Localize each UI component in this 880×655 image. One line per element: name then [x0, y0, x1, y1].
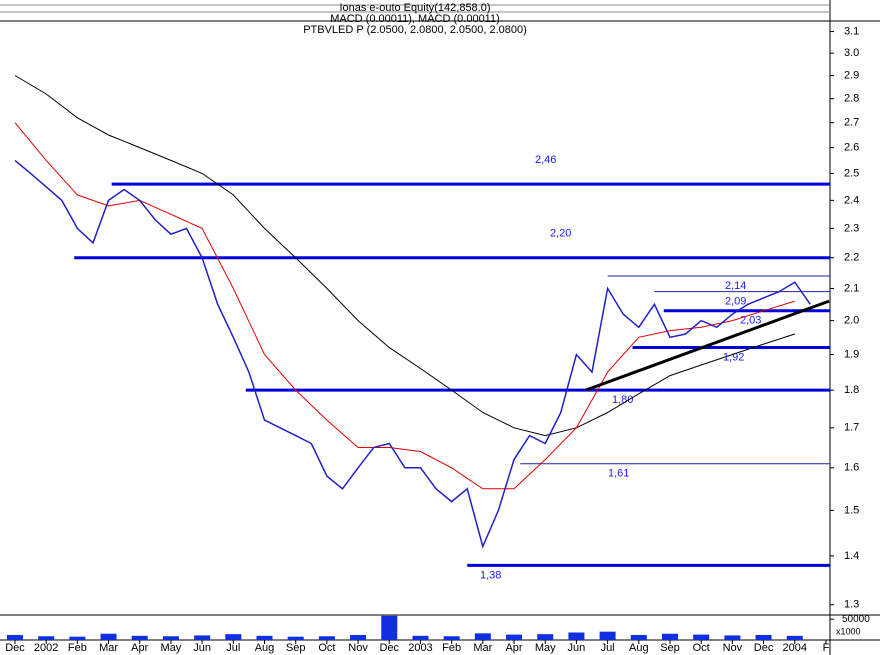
x-tick-label: Jun: [568, 642, 586, 654]
level-label: 2,20: [550, 228, 571, 240]
volume-bar: [755, 635, 772, 640]
x-tick-label: Dec: [379, 642, 399, 654]
series-line: [14, 122, 795, 490]
y-tick-label: 2.0: [844, 315, 859, 327]
header-text: PTBVLED P (2.0500, 2.0800, 2.0500, 2.080…: [303, 24, 527, 36]
volume-bar: [225, 634, 242, 640]
y-tick-label: 2.4: [844, 194, 859, 206]
volume-tick-label: 50000: [842, 614, 870, 625]
x-tick-label: Nov: [723, 642, 743, 654]
volume-bar: [162, 636, 179, 640]
y-tick-label: 1.9: [844, 348, 859, 360]
volume-bar: [661, 633, 678, 640]
y-tick-label: 2.6: [844, 141, 859, 153]
x-tick-label: Aug: [255, 642, 275, 654]
level-label: 2,14: [725, 280, 746, 292]
volume-bar: [693, 634, 710, 640]
volume-bar: [474, 633, 491, 640]
volume-bar: [318, 636, 335, 640]
level-label: 2,09: [725, 296, 746, 308]
y-tick-label: 2.2: [844, 252, 859, 264]
x-tick-label: F: [823, 642, 830, 654]
x-tick-label: May: [161, 642, 182, 654]
volume-bar: [6, 635, 23, 640]
volume-bar: [38, 636, 55, 640]
volume-bar: [506, 634, 523, 640]
y-tick-label: 1.7: [844, 422, 859, 434]
y-tick-label: 2.3: [844, 222, 859, 234]
y-tick-label: 1.4: [844, 550, 859, 562]
x-tick-label: May: [535, 642, 556, 654]
volume-bar: [194, 635, 211, 640]
x-tick-label: Dec: [5, 642, 25, 654]
x-tick-label: Jul: [226, 642, 240, 654]
x-tick-label: Feb: [442, 642, 461, 654]
volume-bar: [599, 631, 616, 640]
y-tick-label: 1.8: [844, 384, 859, 396]
volume-bar: [412, 635, 429, 640]
volume-bar: [100, 633, 117, 640]
volume-bar: [724, 635, 741, 640]
header-text: Ionas e-outo Equity(142,858.0): [339, 2, 490, 14]
volume-unit: x1000: [836, 626, 861, 636]
y-tick-label: 2.8: [844, 93, 859, 105]
y-tick-label: 3.1: [844, 25, 859, 37]
x-tick-label: Aug: [629, 642, 649, 654]
y-tick-label: 1.5: [844, 504, 859, 516]
volume-bar: [786, 635, 803, 640]
y-tick-label: 1.6: [844, 462, 859, 474]
x-tick-label: Nov: [348, 642, 368, 654]
volume-bar: [537, 634, 554, 640]
series-line: [14, 159, 811, 549]
level-label: 2,46: [535, 154, 556, 166]
x-tick-label: Sep: [660, 642, 680, 654]
volume-bar: [568, 632, 585, 640]
y-tick-label: 2.5: [844, 167, 859, 179]
level-label: 1,61: [608, 468, 629, 480]
x-tick-label: Sep: [286, 642, 306, 654]
volume-bar: [131, 635, 148, 640]
series-line: [14, 75, 795, 437]
level-label: 1,80: [612, 394, 633, 406]
volume-bar: [69, 636, 86, 640]
x-tick-label: Apr: [131, 642, 148, 654]
level-label: 1,92: [723, 351, 744, 363]
y-tick-label: 1.3: [844, 599, 859, 611]
y-tick-label: 2.1: [844, 282, 859, 294]
volume-bar: [381, 615, 398, 640]
x-tick-label: 2004: [783, 642, 807, 654]
level-label: 2,03: [740, 315, 761, 327]
x-tick-label: 2003: [408, 642, 432, 654]
y-tick-label: 3.0: [844, 47, 859, 59]
trendline: [585, 299, 830, 392]
volume-bar: [630, 635, 647, 640]
x-tick-label: Mar: [99, 642, 118, 654]
x-tick-label: Jul: [601, 642, 615, 654]
y-tick-label: 2.9: [844, 69, 859, 81]
x-tick-label: Feb: [68, 642, 87, 654]
x-tick-label: 2002: [34, 642, 58, 654]
level-label: 1,38: [480, 569, 501, 581]
volume-bar: [443, 636, 460, 640]
x-tick-label: Oct: [318, 642, 335, 654]
y-tick-label: 2.7: [844, 117, 859, 129]
header-text: MACD (0.00011), MACD (0.00011): [330, 13, 500, 25]
x-tick-label: Oct: [693, 642, 710, 654]
x-tick-label: Jun: [193, 642, 211, 654]
volume-bar: [256, 635, 273, 640]
volume-bar: [287, 636, 304, 640]
x-tick-label: Mar: [473, 642, 492, 654]
volume-bar: [350, 635, 367, 640]
x-tick-label: Dec: [754, 642, 774, 654]
x-tick-label: Apr: [505, 642, 522, 654]
